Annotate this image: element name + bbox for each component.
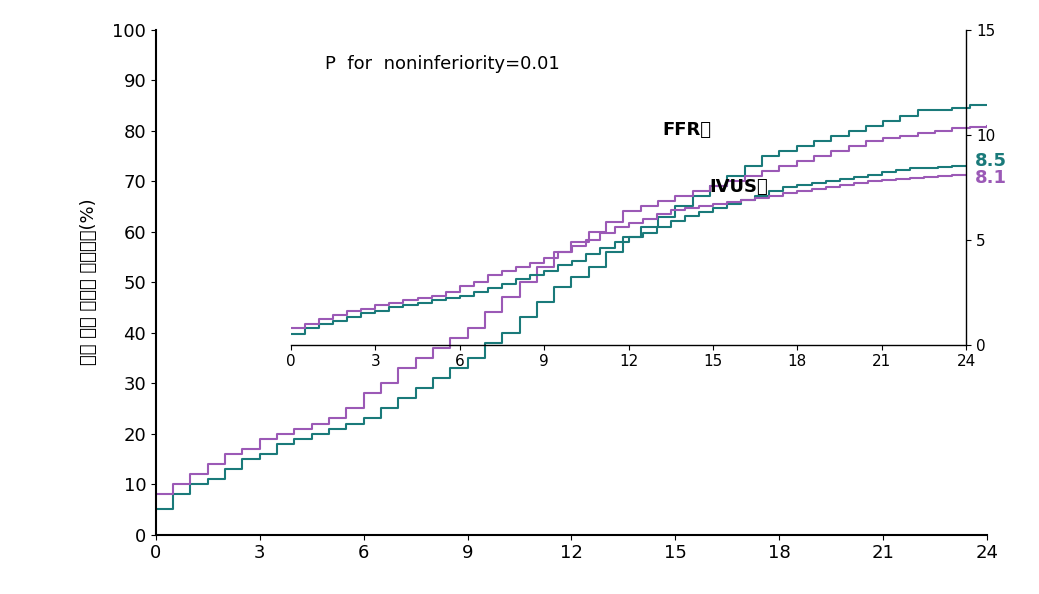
Text: 8.1: 8.1 <box>975 169 1007 187</box>
Text: IVUS군: IVUS군 <box>710 178 769 196</box>
Text: P  for  noninferiority=0.01: P for noninferiority=0.01 <box>324 55 559 73</box>
Text: FFR군: FFR군 <box>663 121 712 140</box>
Text: 8.5: 8.5 <box>975 152 1007 170</box>
Y-axis label: 누적 임상 이벤트 발생빈도(%): 누적 임상 이벤트 발생빈도(%) <box>80 199 99 365</box>
